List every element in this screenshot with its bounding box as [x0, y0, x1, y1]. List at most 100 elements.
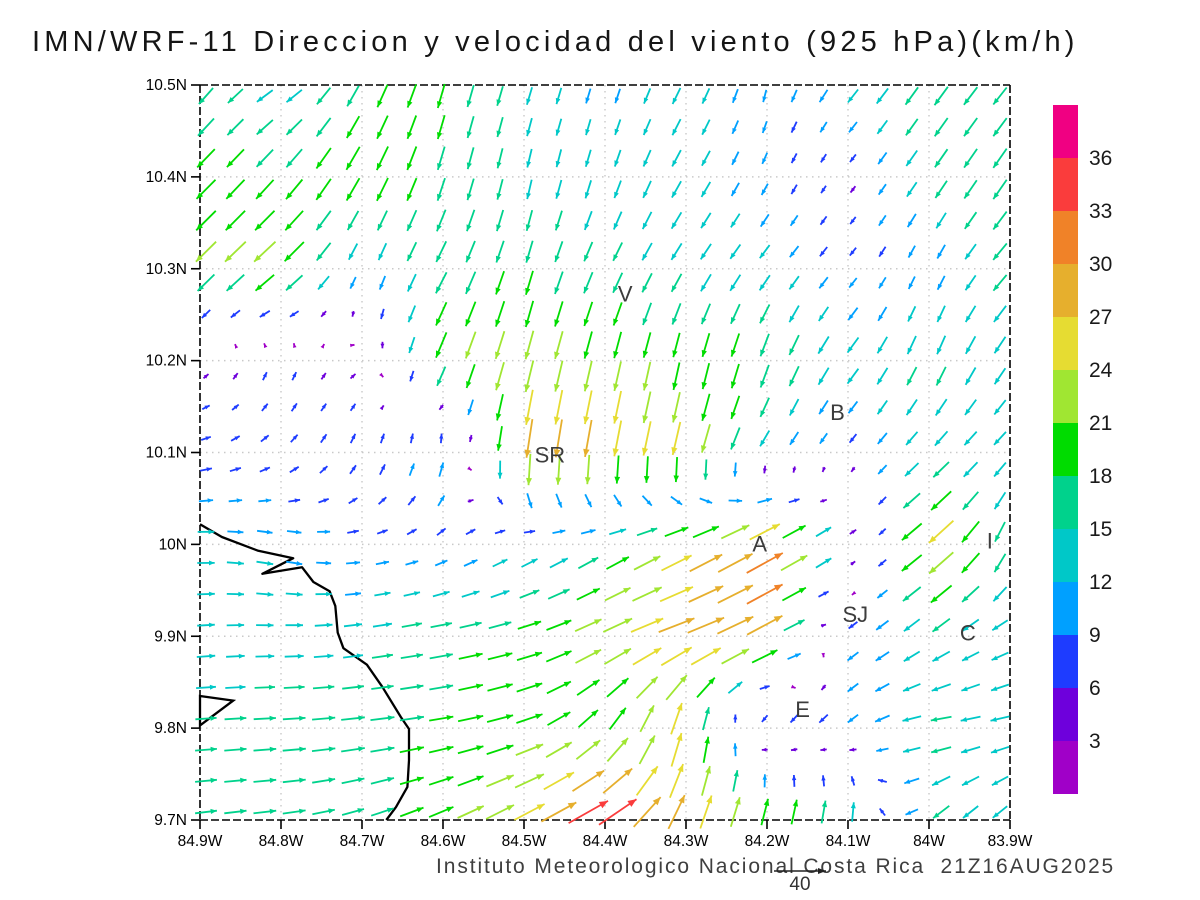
wind-arrow-head — [993, 315, 1000, 322]
wind-arrow-head — [821, 624, 826, 628]
wind-arrow-head — [993, 595, 1000, 602]
wind-arrow-head — [931, 686, 939, 692]
wind-arrow-head — [498, 499, 503, 505]
wind-arrow-head — [208, 591, 215, 597]
wind-arrow-head — [203, 374, 209, 379]
wind-arrow-head — [931, 748, 938, 754]
colorbar-label: 30 — [1089, 253, 1112, 276]
wind-arrow-head — [285, 223, 292, 231]
colorbar — [1053, 105, 1078, 794]
wind-arrow-head — [584, 192, 590, 199]
wind-arrow-head — [412, 560, 419, 565]
wind-arrow-head — [679, 675, 687, 683]
wind-arrow-head — [210, 777, 217, 783]
wind-arrow-head — [555, 129, 561, 136]
wind-arrow-head — [505, 683, 513, 689]
wind-arrow-head — [906, 159, 912, 166]
wind-arrow-head — [583, 351, 590, 359]
wind-arrow-head — [934, 98, 941, 106]
wind-arrow-head — [935, 191, 941, 198]
wind-arrow-head — [445, 621, 452, 627]
wind-arrow-head — [733, 743, 738, 749]
wind-arrow-head — [964, 222, 971, 229]
wind-arrow-head — [535, 713, 543, 720]
wind-arrow-head — [902, 717, 909, 722]
wind-arrow-head — [878, 499, 884, 505]
wind-arrow-head — [555, 97, 561, 105]
wind-arrow-head — [701, 317, 707, 325]
wind-arrow-head — [991, 686, 998, 691]
wind-arrow-head — [818, 378, 824, 385]
wind-arrow-head — [760, 440, 766, 447]
wind-arrow-head — [789, 251, 795, 258]
wind-arrow-head — [386, 807, 394, 813]
wind-arrow-head — [198, 97, 205, 104]
wind-arrow-head — [584, 477, 591, 485]
wind-arrow-head — [417, 715, 424, 721]
colorbar-segment — [1053, 741, 1078, 794]
wind-arrow-head — [671, 447, 678, 455]
wind-arrow-head — [499, 529, 506, 534]
wind-arrow-head — [762, 127, 767, 133]
wind-arrow-head — [255, 223, 262, 231]
wind-arrow-head — [535, 744, 544, 750]
x-tick-label: 84.3W — [664, 833, 709, 850]
wind-arrow-head — [506, 775, 514, 781]
wind-arrow-head — [934, 439, 941, 446]
wind-arrow-head — [585, 129, 590, 136]
wind-arrow-head — [704, 736, 710, 744]
wind-arrow-head — [416, 653, 423, 659]
wind-arrow-head — [225, 223, 233, 231]
wind-arrow-head — [653, 587, 662, 594]
wind-arrow-head — [713, 554, 723, 561]
wind-arrow-head — [435, 286, 442, 294]
wind-arrow-head — [850, 187, 855, 193]
wind-arrow-head — [264, 467, 270, 472]
wind-arrow-head — [204, 405, 210, 410]
colorbar-segment — [1053, 317, 1078, 370]
wind-arrow-head — [677, 764, 684, 773]
wind-arrow-head — [736, 681, 743, 688]
wind-arrow-head — [439, 495, 445, 502]
wind-arrow-head — [963, 98, 970, 105]
wind-arrow-head — [555, 477, 562, 485]
wind-arrow-head — [821, 499, 827, 503]
x-tick-label: 84.9W — [178, 833, 223, 850]
wind-arrow-head — [358, 746, 365, 752]
wind-arrow-head — [379, 372, 384, 378]
wind-arrow-head — [326, 622, 333, 628]
wind-arrow-head — [819, 250, 825, 257]
wind-arrow-head — [598, 800, 608, 809]
wind-arrow-head — [379, 405, 384, 411]
wind-arrow-head — [621, 556, 629, 563]
wind-arrow-head — [847, 717, 854, 723]
wind-arrow-head — [906, 408, 912, 416]
wind-arrow-head — [791, 96, 796, 103]
wind-arrow-head — [292, 372, 297, 378]
wind-arrow-head — [531, 558, 538, 564]
wind-arrow-head — [554, 319, 560, 327]
wind-arrow-head — [466, 100, 472, 107]
wind-arrow-head — [851, 529, 857, 534]
wind-arrow-head — [526, 129, 531, 137]
wind-arrow-head — [963, 470, 970, 477]
wind-arrow-head — [770, 650, 778, 656]
wind-arrow-head — [820, 219, 826, 225]
wind-arrow-head — [878, 561, 884, 567]
wind-arrow-head — [267, 561, 274, 566]
wind-arrow-head — [849, 126, 854, 133]
wind-arrow-head — [961, 748, 968, 754]
wind-arrow-head — [671, 253, 677, 260]
wind-arrow-head — [825, 558, 832, 564]
wind-arrow-head — [847, 346, 853, 353]
wind-arrow-head — [495, 413, 502, 421]
wind-arrow-head — [761, 716, 767, 722]
wind-arrow-head — [712, 648, 721, 655]
city-label-e: E — [795, 697, 810, 722]
wind-arrow-head — [877, 593, 883, 598]
x-tick-label: 84W — [913, 833, 945, 850]
wind-arrow-head — [877, 438, 883, 444]
wind-arrow-head — [321, 311, 326, 317]
wind-arrow-head — [643, 191, 648, 198]
wind-arrow-head — [587, 501, 592, 508]
